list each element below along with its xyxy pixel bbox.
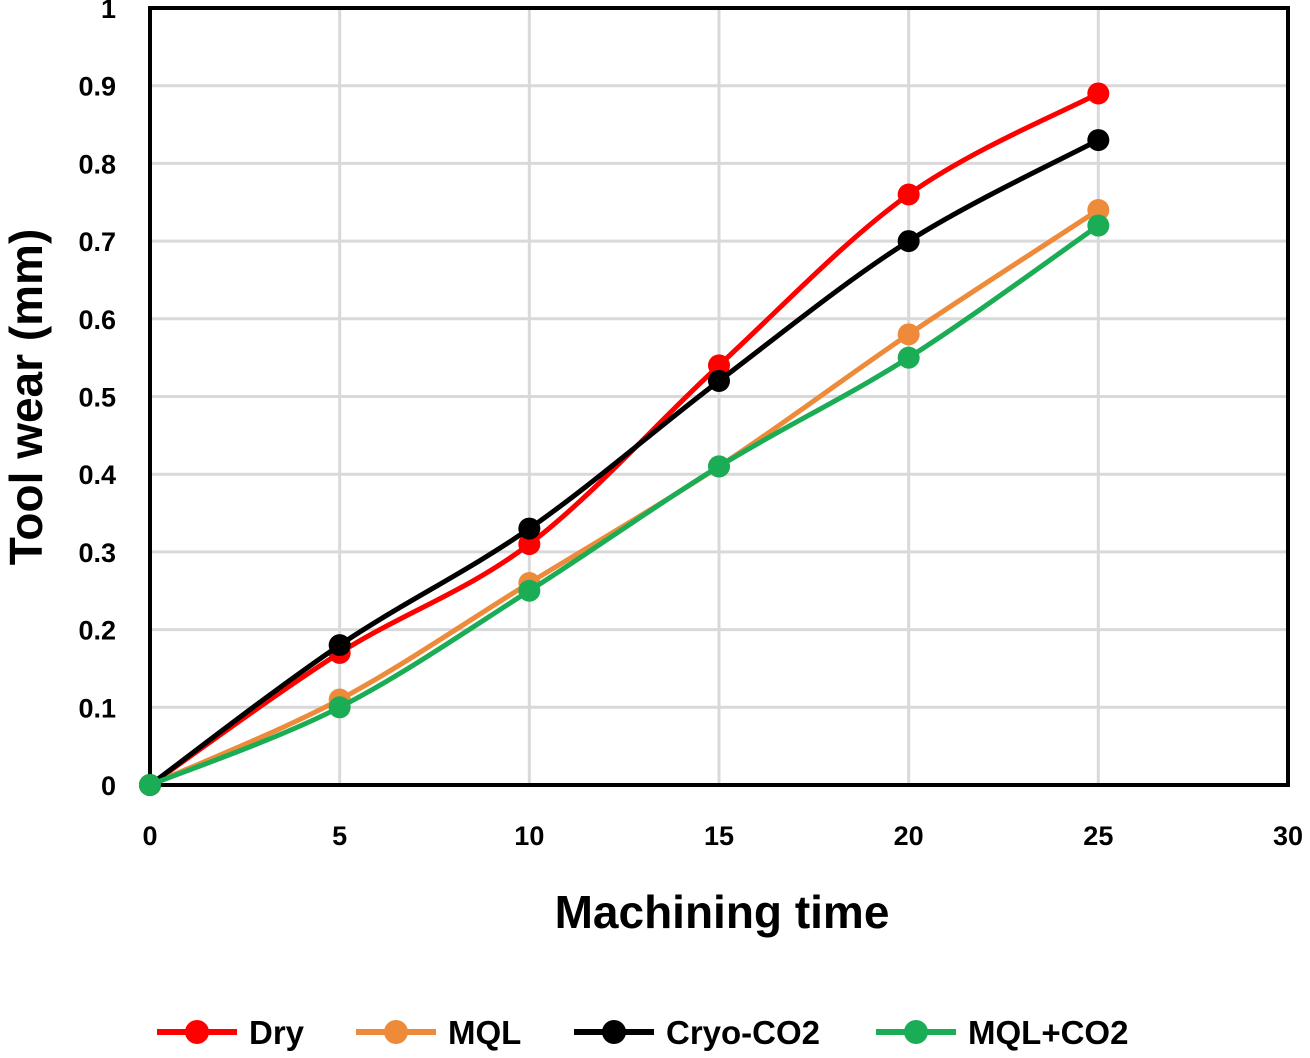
data-point-mql-co2 — [139, 774, 161, 796]
series-group — [139, 82, 1110, 796]
x-axis-title: Machining time — [555, 886, 890, 938]
legend-item-cryo-co2: Cryo-CO2 — [574, 1014, 820, 1051]
y-tick-label: 0.9 — [78, 72, 116, 102]
x-tick-label: 25 — [1083, 821, 1113, 851]
legend-label: MQL — [448, 1014, 521, 1051]
y-tick-label: 0.2 — [78, 616, 116, 646]
legend-swatch-marker — [602, 1020, 626, 1044]
data-point-mql-co2 — [328, 696, 351, 719]
legend-item-mql-co2: MQL+CO2 — [876, 1014, 1128, 1051]
data-point-cryo-co2 — [328, 634, 351, 657]
y-tick-label: 0 — [101, 771, 116, 801]
y-tick-label: 0.5 — [78, 383, 116, 413]
legend-label: MQL+CO2 — [968, 1014, 1128, 1051]
data-point-mql-co2 — [518, 579, 541, 602]
data-point-mql-co2 — [708, 455, 730, 478]
data-point-cryo-co2 — [708, 369, 730, 392]
y-tick-label: 0.8 — [78, 149, 116, 179]
data-point-mql — [897, 323, 920, 346]
y-tick-label: 1 — [101, 0, 116, 24]
y-axis-ticks: 0 0.1 0.2 0.3 0.4 0.5 0.6 0.7 0.8 0.9 1 — [78, 0, 116, 801]
series-dry — [139, 82, 1110, 796]
x-tick-label: 20 — [894, 821, 924, 851]
data-point-cryo-co2 — [897, 230, 920, 253]
plot-area-frame — [148, 6, 1290, 787]
x-tick-label: 5 — [332, 821, 347, 851]
y-axis-title: Tool wear (mm) — [0, 229, 52, 566]
legend-label: Dry — [249, 1014, 305, 1051]
data-point-mql-co2 — [1087, 214, 1110, 237]
legend: Dry MQL Cryo-CO2 MQL+CO2 — [157, 1014, 1128, 1051]
data-point-mql — [1087, 199, 1110, 222]
grid — [148, 6, 1290, 787]
legend-label: Cryo-CO2 — [666, 1014, 820, 1051]
series-line-cryo-co2 — [147, 137, 1101, 788]
x-tick-label: 15 — [704, 821, 734, 851]
data-point-dry — [1087, 82, 1110, 105]
series-mql-co2 — [139, 214, 1110, 796]
series-line-mql-co2 — [147, 223, 1101, 788]
legend-item-dry: Dry — [157, 1014, 305, 1051]
legend-swatch-marker — [904, 1020, 928, 1044]
data-point-dry — [518, 533, 541, 556]
data-point-mql-co2 — [897, 346, 920, 369]
y-tick-label: 0.4 — [78, 460, 116, 490]
y-tick-label: 0.1 — [78, 693, 116, 723]
y-tick-label: 0.6 — [78, 305, 116, 335]
data-point-cryo-co2 — [1087, 129, 1110, 152]
data-point-cryo-co2 — [518, 517, 541, 540]
x-tick-label: 0 — [142, 821, 157, 851]
x-tick-label: 10 — [514, 821, 544, 851]
data-point-dry — [708, 354, 730, 377]
legend-swatch-marker — [185, 1020, 209, 1044]
series-line-mql — [147, 207, 1101, 788]
data-point-dry — [897, 183, 920, 206]
x-tick-label: 30 — [1273, 821, 1303, 851]
series-cryo-co2 — [139, 129, 1110, 796]
legend-item-mql: MQL — [356, 1014, 521, 1051]
legend-swatch-marker — [384, 1020, 408, 1044]
y-tick-label: 0.3 — [78, 538, 116, 568]
y-tick-label: 0.7 — [78, 227, 116, 257]
x-axis-ticks: 0 5 10 15 20 25 30 — [142, 821, 1303, 851]
